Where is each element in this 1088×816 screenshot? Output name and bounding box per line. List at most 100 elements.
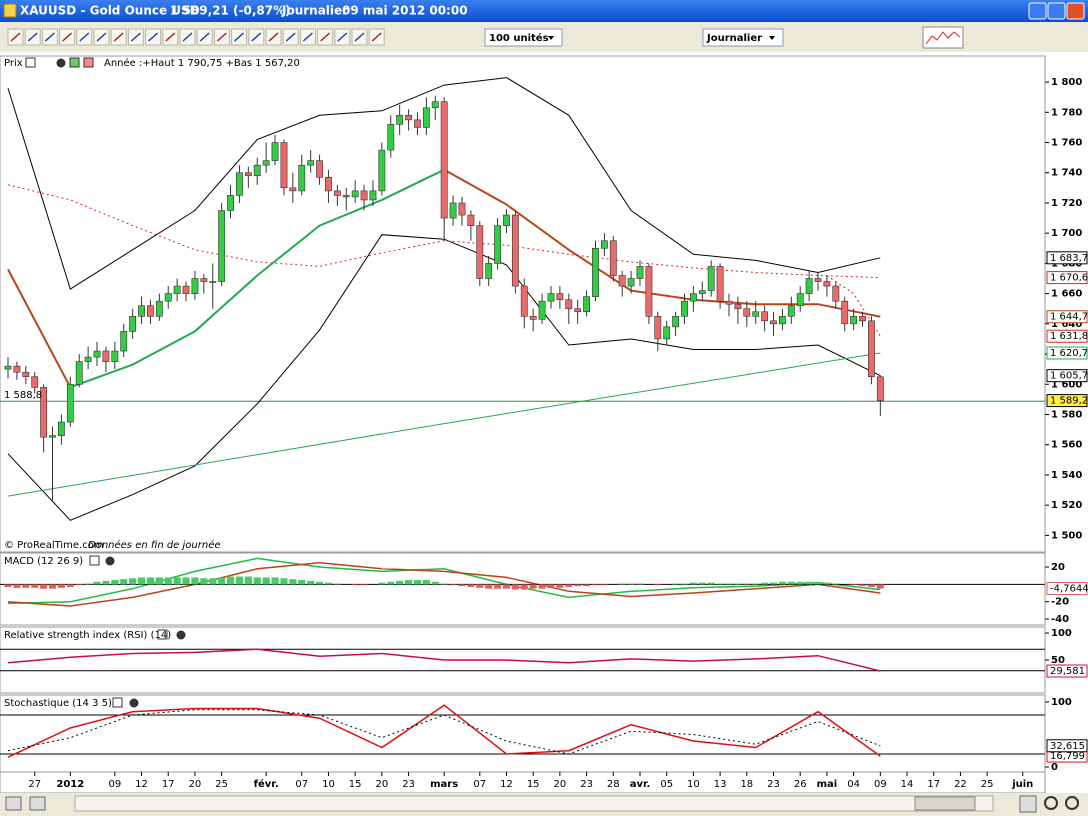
price-tag-label: 1 670,6 [1050, 273, 1088, 284]
histogram-bar [574, 584, 582, 587]
candle-body [796, 293, 804, 307]
scroll-thumb[interactable] [914, 796, 976, 811]
tool-glyph [165, 32, 176, 42]
panel-plot [0, 648, 1045, 672]
add-icon[interactable] [83, 57, 94, 68]
candle-body [387, 124, 395, 151]
add-icon[interactable] [69, 57, 80, 68]
minimize-button[interactable] [1028, 2, 1047, 20]
x-axis-band [0, 771, 1046, 794]
histogram-bar [378, 582, 386, 585]
tool-glyph [44, 32, 55, 42]
export-button[interactable] [5, 796, 22, 811]
histogram-bar [689, 582, 697, 585]
x-tick-label: juin [1011, 779, 1033, 790]
price-tag-label: 1 620,7 [1050, 348, 1088, 359]
panel-plot [0, 557, 1045, 607]
histogram-bar [253, 577, 261, 585]
print-button[interactable] [29, 796, 46, 811]
window-icon[interactable] [89, 555, 100, 566]
x-tick-label: 23 [580, 779, 593, 790]
x-tick-label: 27 [28, 779, 41, 790]
y-tick-label: 1 720 [1051, 198, 1082, 209]
tool-glyph [251, 32, 262, 42]
panel-plot [0, 77, 1045, 521]
histogram-bar [627, 583, 635, 585]
histogram-bar [458, 584, 466, 587]
quantity-select[interactable] [484, 28, 563, 47]
zoom-out-button[interactable] [1044, 796, 1058, 810]
maximize-button[interactable] [1047, 2, 1066, 20]
price-tag-label: 1 589,21 [1050, 396, 1088, 407]
histogram-bar [271, 577, 279, 585]
candle-body [289, 187, 297, 192]
zoom-fit-button[interactable] [1019, 795, 1037, 813]
histogram-bar [520, 584, 528, 590]
candle-body [698, 290, 706, 294]
candle-body [369, 190, 377, 201]
x-tick-label: 20 [189, 779, 202, 790]
candle-body [13, 365, 21, 373]
candle-body [645, 266, 653, 317]
histogram-bar [48, 584, 57, 589]
window-icon[interactable] [157, 629, 168, 640]
candle-body [75, 361, 83, 385]
candle-body [40, 387, 48, 438]
candle-body [182, 285, 190, 294]
candle-body [307, 160, 315, 166]
histogram-bar [209, 578, 217, 585]
histogram-bar [129, 578, 137, 585]
close-icon[interactable] [129, 698, 139, 708]
histogram-bar [876, 584, 884, 589]
candle-body [716, 266, 724, 302]
period-select[interactable] [702, 28, 784, 47]
tool-glyph [302, 32, 313, 42]
candle-body [209, 281, 217, 283]
candle-body [707, 266, 715, 291]
x-tick-label: avr. [630, 779, 651, 790]
price-tag [1046, 310, 1088, 324]
price-tag [1046, 346, 1088, 360]
tool-glyph [268, 32, 279, 42]
tool-glyph [371, 32, 382, 42]
histogram-bar [360, 584, 368, 586]
window-symbol: XAUUSD - Gold Ounce USD [20, 4, 200, 18]
close-button[interactable] [1066, 2, 1085, 20]
window-price: 1 589,21 (-0,87%) [170, 4, 291, 18]
histogram-bar [565, 584, 573, 587]
candle-body [49, 435, 56, 438]
close-icon[interactable] [56, 58, 66, 68]
price-tag [1046, 271, 1088, 285]
candle-body [120, 331, 128, 352]
histogram-bar [680, 583, 689, 585]
histogram-bar [761, 582, 769, 585]
histogram-bar [396, 580, 404, 585]
histogram-bar [672, 583, 680, 585]
x-tick-label: 04 [847, 779, 860, 790]
candle-body [823, 281, 831, 287]
close-icon[interactable] [105, 556, 115, 566]
histogram-bar [636, 583, 644, 585]
histogram-bar [538, 584, 546, 589]
histogram-bar [867, 584, 875, 587]
histogram-bar [814, 582, 822, 585]
zoom-in-button[interactable] [1065, 796, 1079, 810]
settings-icon[interactable] [25, 57, 36, 68]
histogram-bar [102, 580, 110, 585]
candle-body [200, 278, 208, 282]
x-tick-label: 25 [215, 779, 228, 790]
histogram-bar [511, 584, 519, 590]
indicator-line [7, 168, 881, 388]
candle-body [253, 164, 261, 177]
window-icon[interactable] [112, 697, 123, 708]
indicator-button[interactable] [922, 26, 964, 49]
scrollbar[interactable] [74, 795, 994, 812]
close-icon[interactable] [176, 630, 186, 640]
candle-body [868, 320, 875, 378]
candle-body [147, 305, 154, 317]
y-tick-label: 100 [1051, 697, 1072, 708]
x-tick-label: 15 [349, 779, 362, 790]
histogram-bar [324, 582, 333, 585]
tool-glyph [337, 32, 348, 42]
candle-body [672, 315, 680, 328]
